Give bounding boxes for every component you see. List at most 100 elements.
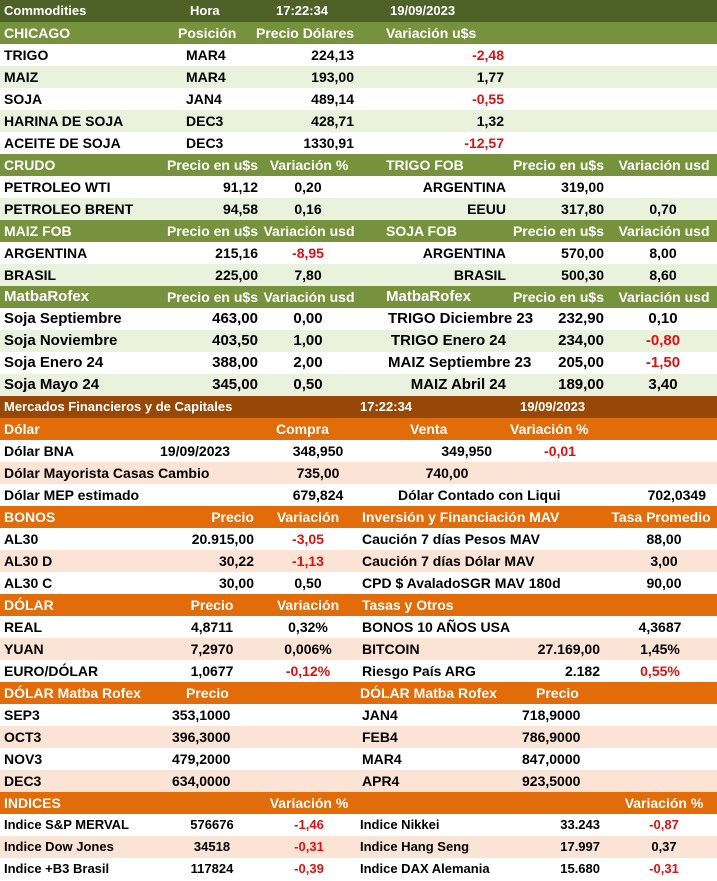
mav-section-title: Inversión y Financiación MAV <box>362 509 560 525</box>
dolar-matba-title-left: DÓLAR Matba Rofex <box>4 685 141 701</box>
section-title-right: TRIGO FOB <box>386 157 464 173</box>
bono-name: AL30 D <box>4 553 53 569</box>
index-value: 33.243 <box>560 817 600 832</box>
tasa-variacion: 1,45% <box>640 641 680 657</box>
mav-instrument: CPD $ AvaladoSGR MAV 180d <box>362 575 561 591</box>
hora-label: Hora <box>190 3 220 18</box>
col-variacion: Variación % <box>510 421 589 437</box>
variation-value: -0,55 <box>472 91 504 107</box>
chicago-header: CHICAGO Posición Precio Dólares Variación u… <box>0 22 717 44</box>
cell-d: MAIZ Septiembre 23 <box>388 354 532 371</box>
index-variacion: -0,87 <box>649 817 679 832</box>
dolar-bna-date: 19/09/2023 <box>160 443 231 459</box>
contract-code: OCT3 <box>4 729 42 745</box>
chicago-row: TRIGO MAR4 224,13 -2,48 <box>0 44 717 66</box>
mav-tasa: 88,00 <box>646 531 682 547</box>
cell-a: Soja Noviembre <box>4 332 118 349</box>
cell-b: 91,12 <box>222 179 258 195</box>
contract-price: 634,0000 <box>172 773 231 789</box>
cell-d: ARGENTINA <box>422 179 506 195</box>
commodity-name: ACEITE DE SOJA <box>4 135 121 151</box>
contract-price: 396,3000 <box>172 729 231 745</box>
tasa-name: BITCOIN <box>362 641 420 657</box>
dolar-bna-venta: 349,950 <box>441 443 492 459</box>
index-name: Indice Dow Jones <box>4 839 114 854</box>
contract-price: 923,5000 <box>522 773 581 789</box>
currency-variacion: 0,006% <box>284 641 332 657</box>
contract-code: SEP3 <box>4 707 40 723</box>
matba-row: Soja Noviembre 403,50 1,00 TRIGO Enero 24 23… <box>0 330 717 352</box>
cell-d: TRIGO Enero 24 <box>390 332 506 349</box>
cell-e: 189,00 <box>558 376 604 393</box>
index-variacion: -0,31 <box>649 861 679 876</box>
index-value: 15.680 <box>560 861 600 876</box>
currency-variacion: -0,12% <box>285 663 331 679</box>
contract-price: 786,9000 <box>522 729 581 745</box>
col-precio: Precio en u$s <box>512 223 604 239</box>
dolar-mayorista-compra: 735,00 <box>296 465 340 481</box>
index-name: Indice Hang Seng <box>360 839 470 854</box>
tasa-variacion: 0,55% <box>640 663 680 679</box>
dolar-tasas-row: EURO/DÓLAR 1,0677 -0,12% Riesgo País ARG 2.1… <box>0 660 717 682</box>
chicago-row: ACEITE DE SOJA DEC3 1330,91 -12,57 <box>0 132 717 154</box>
cell-a: BRASIL <box>4 267 57 283</box>
cell-c: -8,95 <box>292 245 324 261</box>
cell-e: 570,00 <box>561 245 604 261</box>
col-venta: Venta <box>410 421 448 437</box>
dolar-mayorista-label: Dólar Mayorista Casas Cambio <box>4 465 210 481</box>
cell-f: -1,50 <box>645 354 681 371</box>
col-variacion-right: Variación % <box>624 795 704 811</box>
chicago-row: SOJA JAN4 489,14 -0,55 <box>0 88 717 110</box>
indices-header: INDICES Variación % Variación % <box>0 792 717 814</box>
bono-name: AL30 <box>4 531 39 547</box>
cell-c: 0,50 <box>293 376 323 393</box>
contract-code: MAR4 <box>362 751 402 767</box>
cell-b: 388,00 <box>212 354 258 371</box>
cell-a: PETROLEO BRENT <box>4 201 134 217</box>
contract-price: 479,2000 <box>172 751 231 767</box>
bono-variacion: -3,05 <box>292 531 324 547</box>
col-variacion: Variación <box>276 509 340 525</box>
currency-precio: 7,2970 <box>190 641 234 657</box>
dolar-bna-variacion: -0,01 <box>544 443 576 459</box>
crudo_fob-row: PETROLEO WTI 91,12 0,20 ARGENTINA 319,00 <box>0 176 717 198</box>
index-variacion: -0,39 <box>294 861 324 876</box>
dolar-tasas-row: YUAN 7,2970 0,006% BITCOIN 27.169,00 1,45% <box>0 638 717 660</box>
chicago-row: HARINA DE SOJA DEC3 428,71 1,32 <box>0 110 717 132</box>
currency-name: YUAN <box>4 641 44 657</box>
dolar-row: Dólar Mayorista Casas Cambio 735,00 740,00 <box>0 462 717 484</box>
dolar-tasas-header: DÓLAR Precio Variación Tasas y Otros <box>0 594 717 616</box>
cell-f: 0,10 <box>648 310 678 327</box>
chicago-section-title: CHICAGO <box>4 25 71 41</box>
mercados-date: 19/09/2023 <box>520 399 586 414</box>
position-code: MAR4 <box>186 69 226 85</box>
chicago-row: MAIZ MAR4 193,00 1,77 <box>0 66 717 88</box>
cell-a: Soja Enero 24 <box>4 354 104 371</box>
cell-e: 317,80 <box>561 201 604 217</box>
cell-b: 463,00 <box>212 310 258 327</box>
update-date: 19/09/2023 <box>390 3 456 18</box>
price-value: 193,00 <box>311 69 354 85</box>
cell-a: PETROLEO WTI <box>4 179 111 195</box>
cell-d: MAIZ Abril 24 <box>410 376 506 393</box>
section-title-right: MatbaRofex <box>386 288 472 305</box>
col-precio-right: Precio <box>536 685 579 701</box>
mav-instrument: Caución 7 días Dólar MAV <box>362 553 535 569</box>
dolar-matba-row: SEP3 353,1000 JAN4 718,9000 <box>0 704 717 726</box>
cell-c: 1,00 <box>293 332 323 349</box>
mercados-title: Mercados Financieros y de Capitales <box>4 399 233 414</box>
col-variacion: Variación usd <box>618 289 710 305</box>
variation-value: -12,57 <box>464 135 504 151</box>
tasa-name: BONOS 10 AÑOS USA <box>362 619 511 635</box>
currency-variacion: 0,32% <box>288 619 328 635</box>
tasas-section-title: Tasas y Otros <box>362 597 454 613</box>
dolar-matba-row: NOV3 479,2000 MAR4 847,0000 <box>0 748 717 770</box>
position-code: MAR4 <box>186 47 226 63</box>
indices-row: Indice Dow Jones 34518 -0,31 Indice Hang Se… <box>0 836 717 858</box>
cell-c: 0,20 <box>294 179 322 195</box>
col-precio: Precio <box>211 509 254 525</box>
col-variacion: Variación u$s <box>386 25 477 41</box>
contract-code: DEC3 <box>4 773 42 789</box>
index-name: Indice Nikkei <box>360 817 440 832</box>
currency-name: REAL <box>4 619 43 635</box>
